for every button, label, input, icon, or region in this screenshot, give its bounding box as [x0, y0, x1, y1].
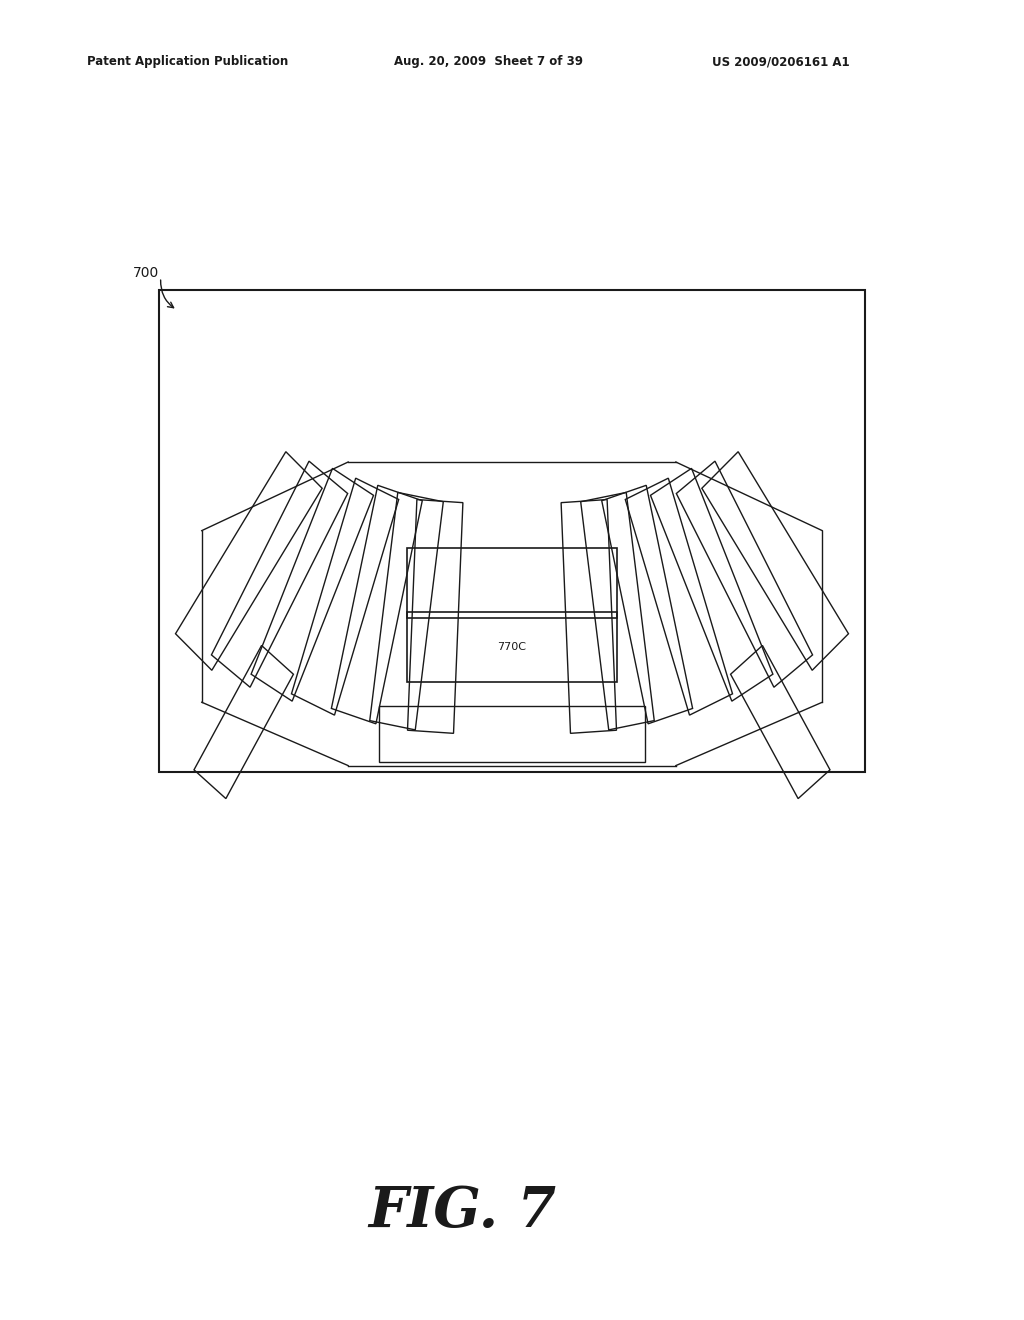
Text: 700: 700 [132, 267, 159, 280]
Text: US 2009/0206161 A1: US 2009/0206161 A1 [712, 55, 849, 69]
Text: 770C: 770C [498, 642, 526, 652]
Text: FIG. 7: FIG. 7 [369, 1184, 557, 1239]
Bar [159, 290, 865, 772]
Text: Patent Application Publication: Patent Application Publication [87, 55, 289, 69]
Text: Aug. 20, 2009  Sheet 7 of 39: Aug. 20, 2009 Sheet 7 of 39 [394, 55, 584, 69]
